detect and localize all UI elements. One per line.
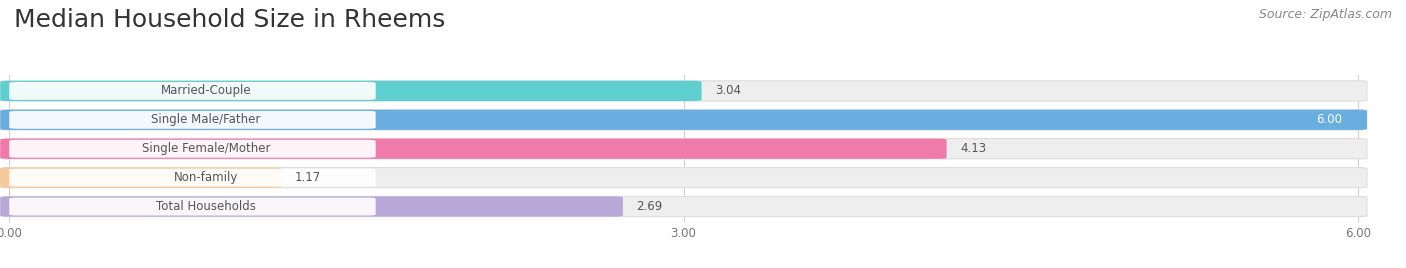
Text: Median Household Size in Rheems: Median Household Size in Rheems — [14, 8, 446, 32]
FancyBboxPatch shape — [0, 81, 702, 101]
Text: 6.00: 6.00 — [1316, 113, 1343, 126]
FancyBboxPatch shape — [0, 110, 1367, 130]
Text: Total Households: Total Households — [156, 200, 256, 213]
FancyBboxPatch shape — [0, 110, 1367, 130]
Text: Non-family: Non-family — [174, 171, 238, 184]
Text: Married-Couple: Married-Couple — [160, 84, 252, 98]
FancyBboxPatch shape — [0, 196, 623, 217]
FancyBboxPatch shape — [10, 198, 375, 215]
FancyBboxPatch shape — [10, 140, 375, 158]
Text: Source: ZipAtlas.com: Source: ZipAtlas.com — [1258, 8, 1392, 21]
FancyBboxPatch shape — [10, 169, 375, 187]
FancyBboxPatch shape — [0, 139, 1367, 159]
Text: 1.17: 1.17 — [295, 171, 321, 184]
FancyBboxPatch shape — [0, 196, 1367, 217]
Text: 2.69: 2.69 — [637, 200, 662, 213]
Text: Single Female/Mother: Single Female/Mother — [142, 142, 270, 155]
FancyBboxPatch shape — [0, 168, 281, 188]
FancyBboxPatch shape — [0, 139, 946, 159]
Text: 4.13: 4.13 — [960, 142, 986, 155]
Text: Single Male/Father: Single Male/Father — [152, 113, 260, 126]
FancyBboxPatch shape — [10, 82, 375, 100]
FancyBboxPatch shape — [0, 81, 1367, 101]
FancyBboxPatch shape — [10, 111, 375, 129]
FancyBboxPatch shape — [0, 168, 1367, 188]
Text: 3.04: 3.04 — [716, 84, 741, 98]
